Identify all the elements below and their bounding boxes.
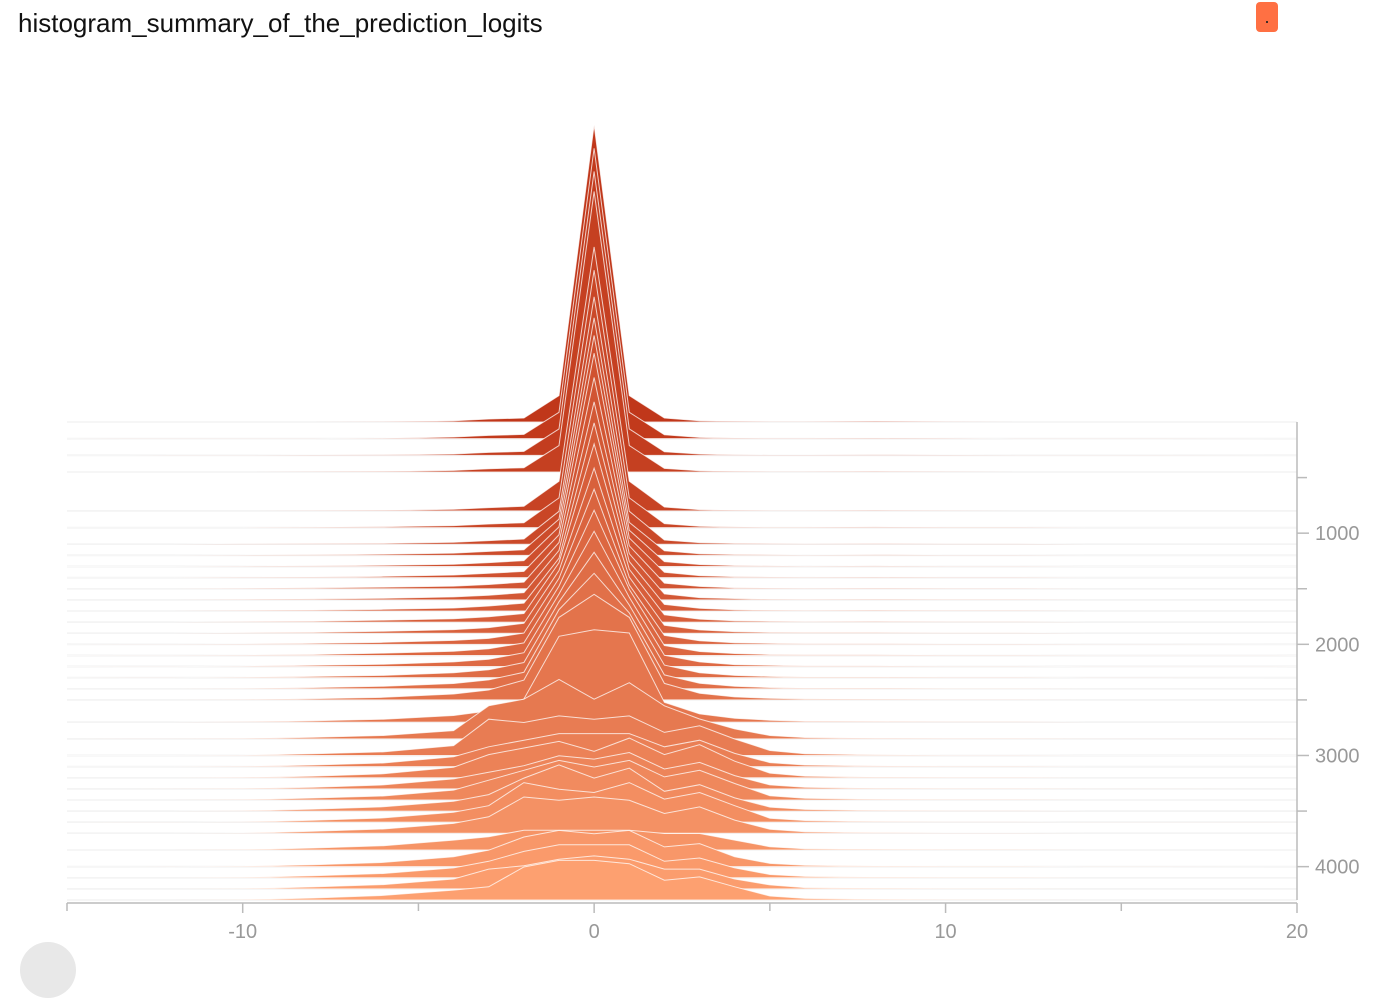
y-tick-label: 1000 [1315, 523, 1360, 545]
chart-title: histogram_summary_of_the_prediction_logi… [18, 8, 543, 38]
histogram-ridge [66, 715, 1298, 757]
y-axis: 1000 2000 3000 4000 [1296, 422, 1360, 900]
histogram-ridge [66, 796, 1298, 834]
x-tick-label: 20 [1286, 921, 1308, 943]
histogram-ridge [66, 296, 1298, 545]
y-tick-label: 2000 [1315, 634, 1360, 656]
histogram-ridge [66, 317, 1298, 556]
histogram-ridge [66, 737, 1298, 779]
histogram-ridge [66, 401, 1298, 601]
histogram-ridge [66, 353, 1298, 579]
histogram-ridge [66, 551, 1298, 679]
histogram-ridge [66, 171, 1298, 456]
histogram-ridge [66, 829, 1298, 851]
histogram-ridge [66, 191, 1298, 473]
histogram-ridge [66, 530, 1298, 668]
chart-menu-button-label: . [1264, 7, 1270, 27]
x-tick-label: -10 [228, 921, 257, 943]
y-tick-label: 3000 [1315, 745, 1360, 767]
histogram-ridge [66, 270, 1298, 529]
histogram-ridge [66, 148, 1298, 440]
histogram-ridge [66, 844, 1298, 879]
histogram-ridge [66, 572, 1298, 690]
histogram-ridge [66, 759, 1298, 801]
x-axis: -10 0 10 20 [66, 902, 1308, 943]
histogram-ridge [66, 629, 1298, 723]
avatar[interactable] [20, 942, 76, 998]
histogram-ridge [66, 422, 1298, 612]
histogram-ridge [66, 855, 1298, 890]
histogram-ridge [66, 377, 1298, 590]
histogram-chart: -10 0 10 20 1000 2000 3000 4000 [66, 124, 1360, 943]
histogram-ridge [67, 859, 1297, 901]
y-tick-label: 4000 [1315, 857, 1360, 879]
x-tick-label: 0 [589, 921, 600, 943]
histogram-ridge [66, 764, 1298, 812]
histogram-ridge [66, 678, 1298, 740]
histogram-ridge [67, 124, 1297, 423]
histogram-ridge [66, 508, 1298, 656]
x-tick-label: 10 [934, 921, 956, 943]
chart-menu-button[interactable]: . [1256, 2, 1278, 32]
histogram-ridge [66, 487, 1298, 645]
histogram-ridge [66, 782, 1298, 823]
histogram-ridges [66, 124, 1298, 901]
histogram-ridge [66, 829, 1298, 868]
histogram-ridge [66, 246, 1298, 512]
histogram-ridge [66, 466, 1298, 634]
histogram-ridge [66, 751, 1298, 790]
histogram-ridge [66, 335, 1298, 568]
histogram-ridge [66, 593, 1298, 701]
histogram-ridge [66, 442, 1298, 623]
